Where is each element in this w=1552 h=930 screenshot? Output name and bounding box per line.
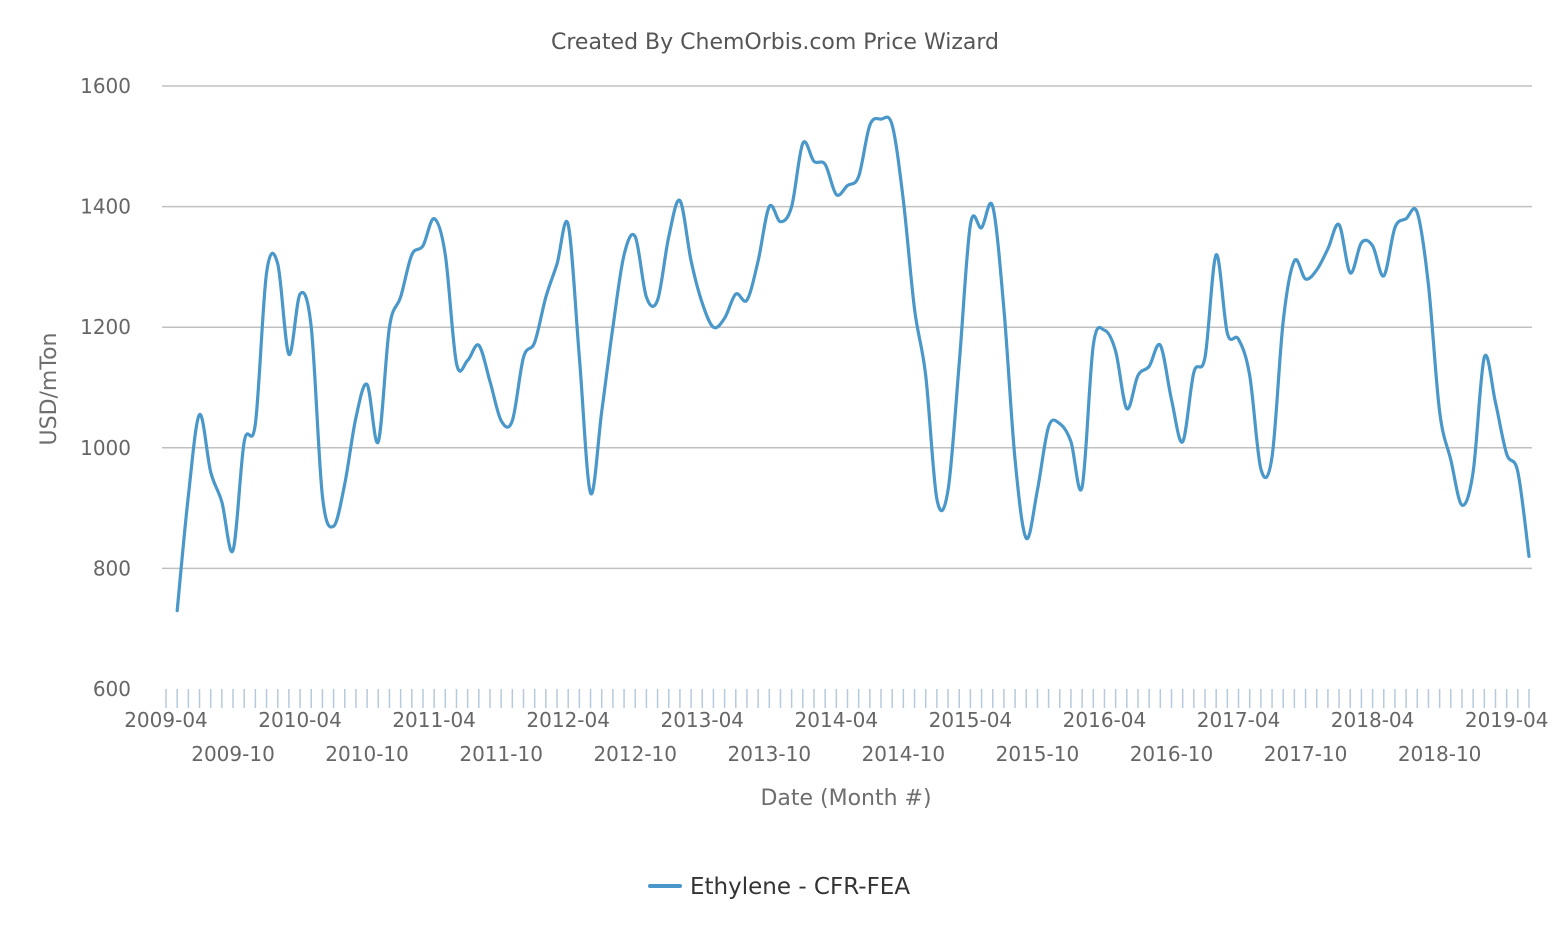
x-tick-label: 2014-10 [862,742,946,766]
x-tick-label: 2017-10 [1264,742,1348,766]
legend[interactable]: Ethylene - CFR-FEA [648,874,910,900]
legend-label: Ethylene - CFR-FEA [690,874,910,900]
y-tick-label: 600 [93,677,131,701]
x-tick-label: 2013-04 [660,708,744,732]
x-tick-label: 2010-04 [258,708,342,732]
x-tick-label: 2018-10 [1398,742,1482,766]
x-tick-label: 2016-04 [1063,708,1147,732]
y-tick-label: 800 [93,556,131,580]
x-tick-label: 2015-04 [929,708,1013,732]
x-tick-label: 2010-10 [325,742,409,766]
y-axis-tick-labels: 600 800 1000 1200 1400 1600 [80,74,131,701]
y-tick-label: 1000 [80,436,131,460]
x-tick-label: 2017-04 [1197,708,1281,732]
x-tick-label: 2009-04 [124,708,208,732]
x-tick-label: 2012-10 [593,742,677,766]
x-tick-label: 2012-04 [526,708,610,732]
chart-title: Created By ChemOrbis.com Price Wizard [551,30,999,55]
series-line[interactable] [175,115,1531,613]
y-tick-label: 1600 [80,74,131,98]
x-tick-label: 2011-10 [459,742,543,766]
x-axis-tick-labels: 2009-04 2009-10 2010-04 2010-10 2011-04 2011-… [124,708,1548,766]
series-layer [175,115,1531,613]
x-tick-label: 2009-10 [191,742,275,766]
y-tick-label: 1400 [80,195,131,219]
x-tick-label: 2015-10 [996,742,1080,766]
x-axis-tick-marks [165,689,1530,708]
x-tick-label: 2014-04 [795,708,879,732]
x-axis-title: Date (Month #) [760,786,931,811]
x-tick-label: 2018-04 [1331,708,1415,732]
x-tick-label: 2019-04 [1465,708,1549,732]
x-tick-label: 2013-10 [728,742,812,766]
y-axis-title: USD/mTon [37,333,62,446]
x-tick-label: 2011-04 [392,708,476,732]
gridlines [162,85,1532,570]
y-tick-label: 1200 [80,315,131,339]
x-tick-label: 2016-10 [1130,742,1214,766]
